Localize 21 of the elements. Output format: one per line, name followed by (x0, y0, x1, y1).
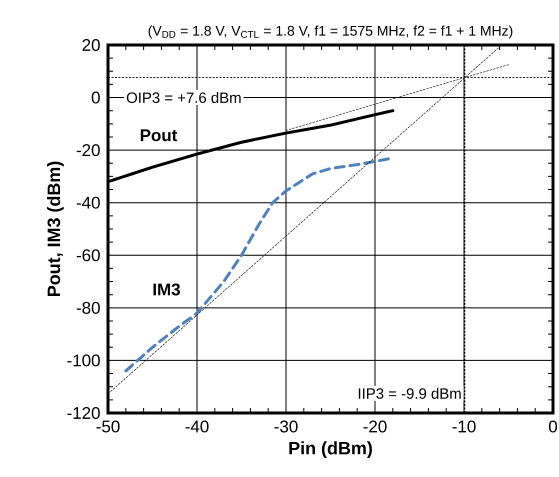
y-tick-label: 0 (92, 92, 100, 104)
x-axis-title: Pin (dBm) (289, 441, 372, 458)
y-axis-title: Pout, IM3 (dBm) (47, 162, 64, 296)
y-tick-label: -40 (76, 196, 100, 209)
x-tick-label: -40 (186, 420, 209, 432)
chart-subtitle: (V$_{DD}$ = 1.8 V, V$_{CTL}$ = 1.8 V, f1 = 1575 MHz, f2 = f1 + 1 MHz) (148, 25, 512, 38)
x-tick-label: -10 (452, 420, 476, 432)
y-tick-label: -60 (76, 249, 100, 262)
x-tick-label: -50 (96, 420, 120, 432)
y-tick-label: -100 (67, 354, 100, 366)
x-tick-label: 0 (548, 420, 558, 432)
y-tick-label: -120 (67, 406, 100, 419)
x-tick-label: -20 (364, 420, 387, 432)
ref-line-label: IIP3 = -9.9 dBm (358, 388, 461, 399)
series-label: IM3 (153, 283, 180, 296)
y-tick-label: -80 (76, 302, 100, 314)
y-tick-label: 20 (82, 38, 100, 51)
series-label: Pout (140, 129, 178, 142)
y-tick-label: -20 (76, 144, 100, 156)
ref-line-label: OIP3 = +7.6 dBm (126, 92, 241, 103)
x-tick-label: -30 (274, 420, 298, 432)
